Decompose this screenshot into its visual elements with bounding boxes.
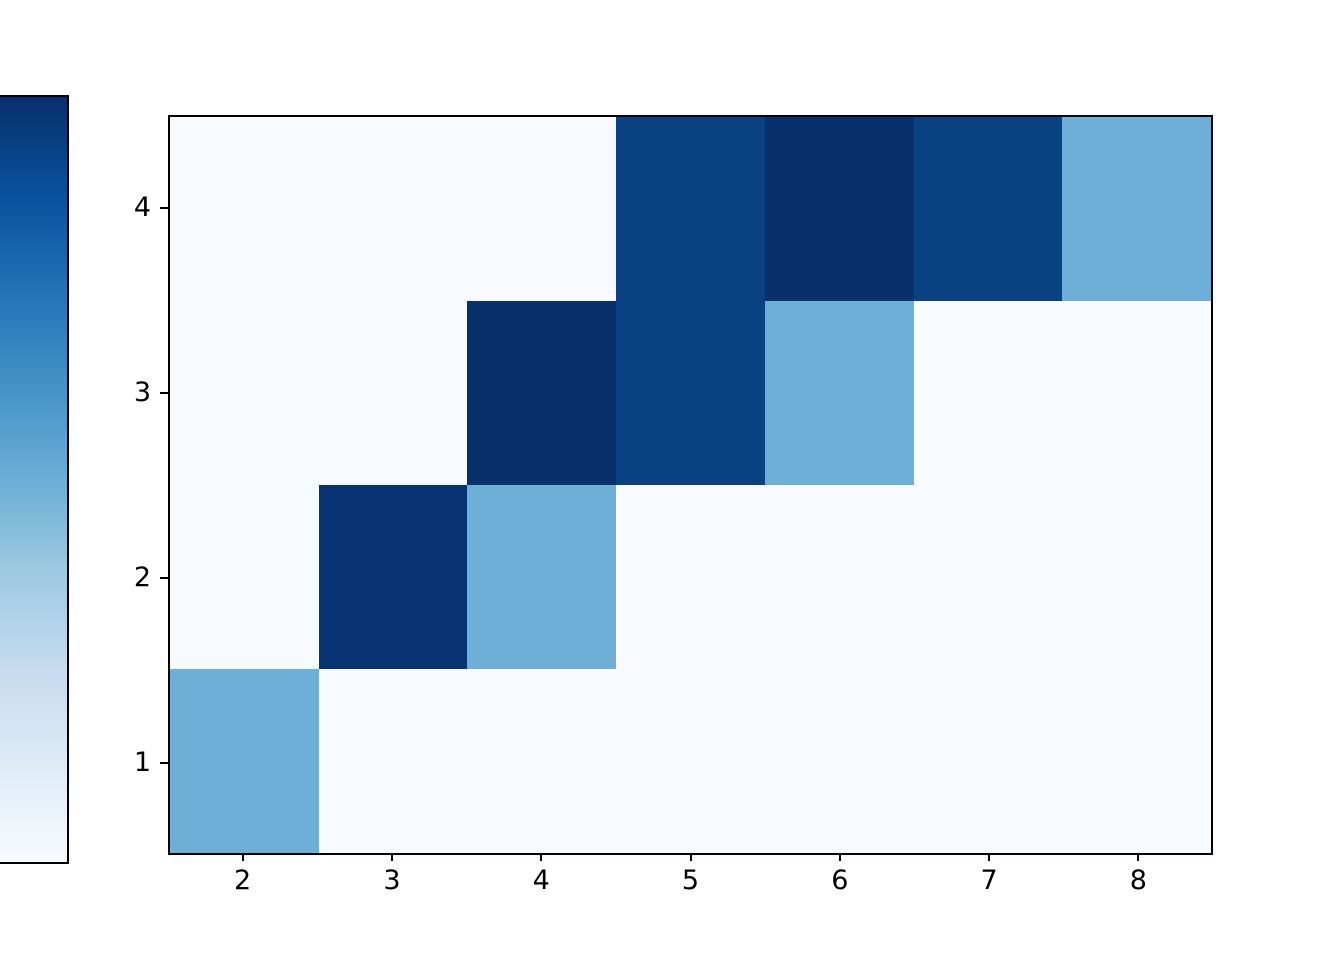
- x-tick-label: 5: [681, 865, 700, 896]
- heatmap-cell: [318, 301, 469, 486]
- heatmap-cell: [170, 301, 320, 486]
- heatmap-cell: [913, 117, 1064, 302]
- x-tick-label: 4: [532, 865, 550, 896]
- heatmap-cell: [467, 485, 618, 670]
- heatmap-cell: [467, 669, 618, 853]
- x-tick-label: 6: [831, 865, 849, 896]
- heatmap-cell: [318, 485, 469, 670]
- y-tick-mark: [160, 206, 168, 209]
- heatmap-cell: [764, 669, 915, 853]
- x-tick-mark: [540, 853, 543, 861]
- x-tick-label: 2: [234, 865, 252, 896]
- heatmap-cell: [913, 301, 1064, 486]
- y-axis: 4 3 2 1: [60, 115, 168, 855]
- heatmap-cell: [913, 669, 1064, 853]
- x-tick-mark: [390, 853, 393, 861]
- heatmap-cell: [1062, 485, 1211, 670]
- heatmap-cells: [170, 117, 1211, 853]
- heatmap-cell: [764, 301, 915, 486]
- heatmap-cell: [1062, 669, 1211, 853]
- heatmap-cell: [764, 485, 915, 670]
- heatmap-cell: [318, 669, 469, 853]
- y-tick-mark: [160, 576, 168, 579]
- y-tick-label: 4: [133, 191, 151, 223]
- heatmap-cell: [1062, 301, 1211, 486]
- heatmap-cell: [170, 485, 320, 670]
- heatmap-cell: [616, 301, 766, 486]
- heatmap-cell: [467, 301, 618, 486]
- heatmap-cell: [318, 117, 469, 302]
- y-tick-label: 2: [133, 561, 151, 593]
- x-tick-mark: [241, 853, 244, 861]
- heatmap-cell: [170, 117, 320, 302]
- x-tick-label: 8: [1129, 865, 1147, 896]
- x-tick-label: 7: [980, 865, 998, 896]
- heatmap-cell: [764, 117, 915, 302]
- x-tick-mark: [988, 853, 991, 861]
- heatmap-cell: [616, 117, 766, 302]
- heatmap-cell: [616, 669, 766, 853]
- heatmap-cell: [1062, 117, 1211, 302]
- plot-area: [168, 115, 1213, 855]
- heatmap-cell: [467, 117, 618, 302]
- y-tick-mark: [160, 761, 168, 764]
- heatmap-cell: [170, 669, 320, 853]
- heatmap-cell: [913, 485, 1064, 670]
- heatmap-cell: [616, 485, 766, 670]
- x-tick-mark: [1137, 853, 1140, 861]
- x-axis: 2 3 4 5 6 7 8: [168, 853, 1213, 903]
- x-tick-mark: [689, 853, 692, 861]
- x-tick-mark: [838, 853, 841, 861]
- colorbar: [0, 95, 69, 864]
- x-tick-label: 3: [383, 865, 401, 896]
- y-tick-mark: [160, 391, 168, 394]
- y-tick-label: 1: [133, 746, 151, 778]
- y-tick-label: 3: [133, 376, 151, 408]
